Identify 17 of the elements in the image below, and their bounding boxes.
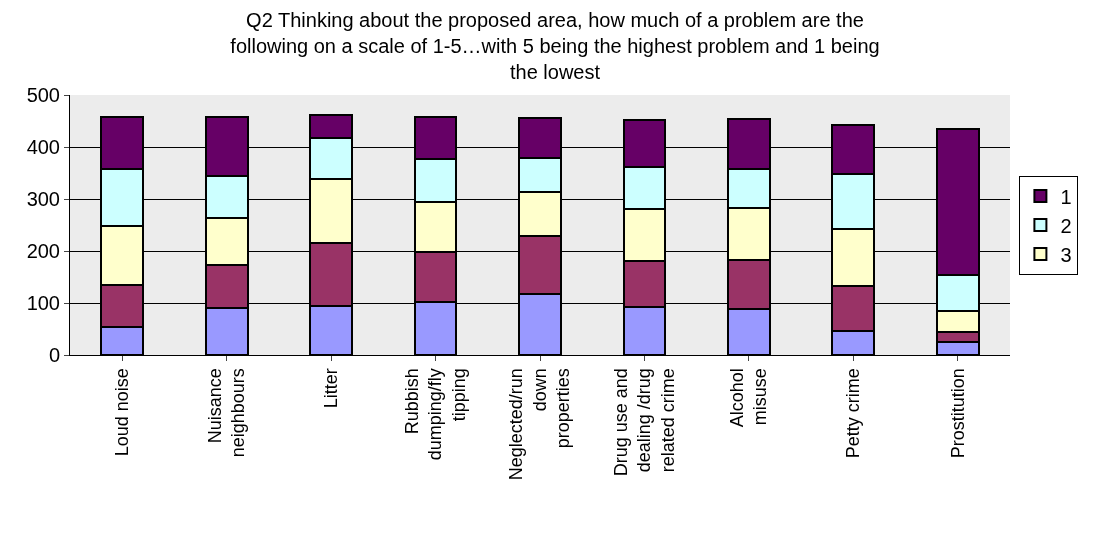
y-tick-label: 400 (26, 136, 60, 158)
y-tick-label: 500 (26, 84, 60, 106)
x-tick-label: Rubbish dumping/fly tipping (402, 368, 469, 461)
y-tick-label: 300 (26, 188, 60, 210)
x-tick-label: Loud noise (112, 368, 133, 457)
x-tick-label: Alcohol misuse (727, 368, 771, 428)
y-tick-label: 200 (26, 240, 60, 262)
y-tick-label: 0 (48, 344, 60, 366)
legend-label: 3 (1060, 243, 1072, 266)
chart-title: Q2 Thinking about the proposed area, how much of a problem are the following on a scale of 1-5…with 5 being the highest problem and 1 being the lowest (230, 8, 880, 83)
y-tick-label: 100 (26, 292, 60, 314)
legend-label: 2 (1060, 214, 1072, 237)
x-tick-label: Petty crime (843, 368, 864, 459)
x-tick-label: Litter (320, 368, 341, 409)
x-tick-label: Nuisance neighbours (204, 368, 249, 458)
x-tick-label: Prostitution (947, 368, 968, 459)
legend-label: 1 (1060, 185, 1072, 208)
